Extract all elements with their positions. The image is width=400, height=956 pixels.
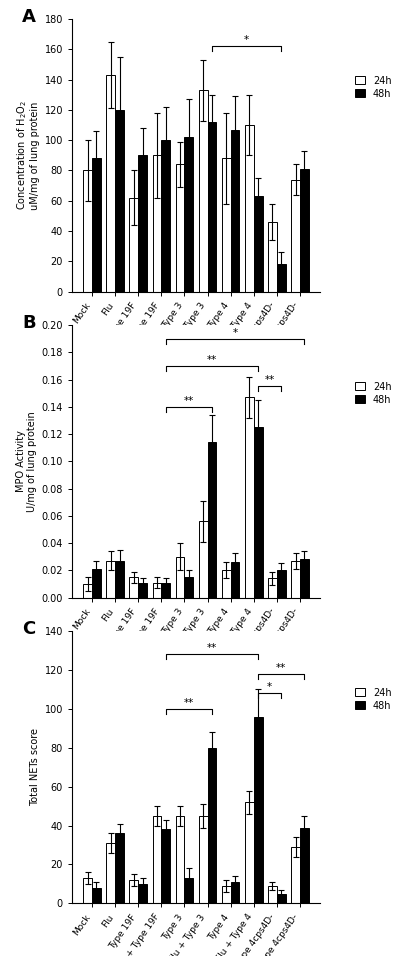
Bar [245,398,254,598]
Bar [184,138,193,292]
Bar [92,159,101,292]
Bar [231,130,240,292]
Bar [115,834,124,903]
Text: *: * [267,683,272,692]
Bar [222,570,231,598]
Bar [83,879,92,903]
Y-axis label: Concentration of H$_2$O$_2$
uM/mg of lung protein: Concentration of H$_2$O$_2$ uM/mg of lun… [15,100,40,210]
Bar [231,882,240,903]
Text: **: ** [207,643,217,653]
Bar [161,582,170,598]
Bar [254,196,262,292]
Bar [152,815,161,903]
Legend: 24h, 48h: 24h, 48h [352,379,394,407]
Legend: 24h, 48h: 24h, 48h [352,73,394,101]
Bar [176,815,184,903]
Text: **: ** [264,376,275,385]
Bar [291,847,300,903]
Bar [208,748,216,903]
Bar [277,265,286,292]
Bar [268,886,277,903]
Text: C: C [22,620,36,638]
Text: *: * [244,35,249,45]
Text: *: * [232,328,238,337]
Bar [291,561,300,598]
Bar [199,815,208,903]
Bar [184,879,193,903]
Bar [152,582,161,598]
Bar [130,880,138,903]
Bar [199,521,208,598]
Bar [300,828,309,903]
Bar [231,562,240,598]
Bar [245,802,254,903]
Text: B: B [22,315,36,332]
Bar [152,156,161,292]
Bar [222,886,231,903]
Bar [138,156,147,292]
Bar [254,427,262,598]
Bar [254,717,262,903]
Bar [176,164,184,292]
Bar [300,169,309,292]
Bar [199,90,208,292]
Bar [92,888,101,903]
Bar [138,582,147,598]
Y-axis label: Total NETs score: Total NETs score [30,728,40,806]
Bar [138,884,147,903]
Bar [277,570,286,598]
Bar [106,843,115,903]
Bar [115,110,124,292]
Bar [245,125,254,292]
Bar [161,141,170,292]
Text: A: A [22,9,36,26]
Bar [300,559,309,598]
Bar [83,170,92,292]
Bar [115,561,124,598]
Bar [268,222,277,292]
Bar [184,577,193,598]
Bar [208,122,216,292]
Bar [92,569,101,598]
Text: **: ** [184,698,194,707]
Text: **: ** [207,355,217,365]
Bar [106,76,115,292]
Bar [268,578,277,598]
Bar [277,894,286,903]
Bar [222,159,231,292]
Bar [176,556,184,598]
Legend: 24h, 48h: 24h, 48h [352,684,394,713]
Text: **: ** [276,663,286,673]
Bar [208,443,216,598]
Bar [83,584,92,598]
Bar [291,180,300,292]
Text: **: ** [184,396,194,405]
Bar [130,198,138,292]
Bar [106,561,115,598]
Y-axis label: MPO Activity
U/mg of lung protein: MPO Activity U/mg of lung protein [16,411,37,511]
Bar [161,830,170,903]
Bar [130,577,138,598]
